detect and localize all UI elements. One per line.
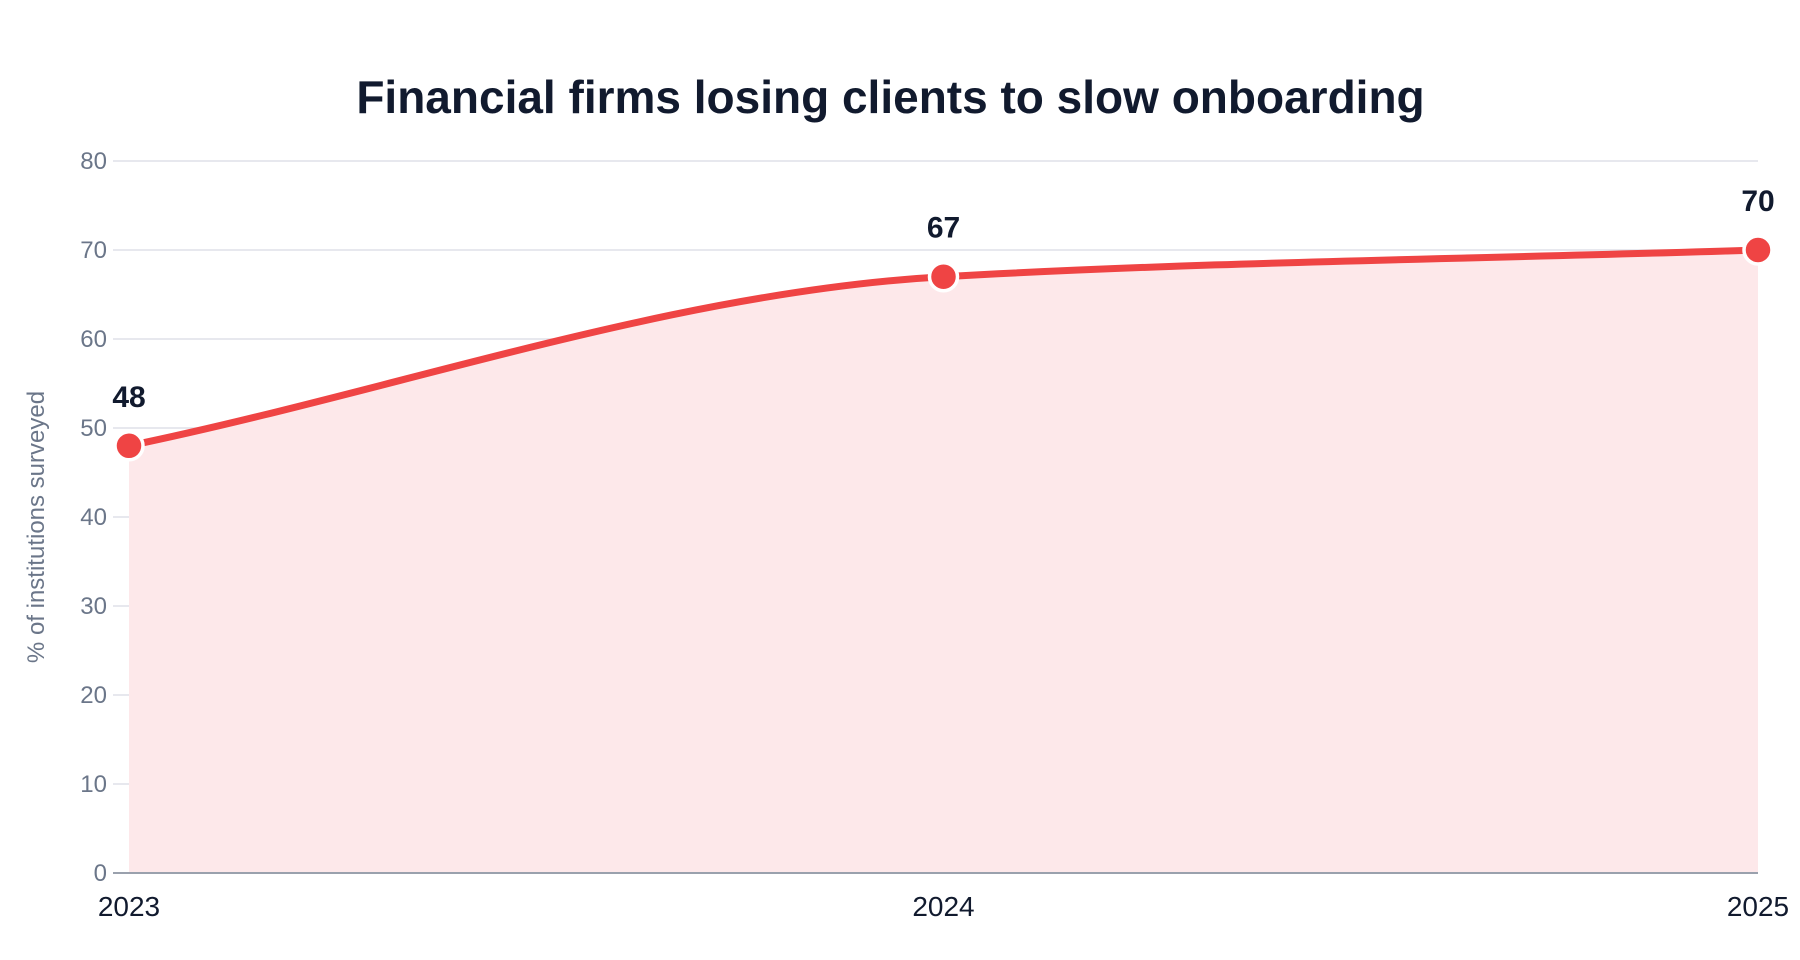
series-area <box>129 250 1758 873</box>
data-labels: 48 67 70 <box>112 185 1774 414</box>
area-fill-layer <box>129 250 1758 873</box>
data-point <box>113 430 145 462</box>
y-tick-label: 20 <box>80 682 107 709</box>
y-tick-label: 30 <box>80 593 107 620</box>
y-axis-label: % of institutions surveyed <box>23 391 50 663</box>
y-tick-label: 10 <box>80 771 107 798</box>
data-label: 70 <box>1741 185 1774 218</box>
y-tick-label: 50 <box>80 415 107 442</box>
data-label: 48 <box>112 381 145 414</box>
x-tick-label: 2024 <box>912 891 974 922</box>
y-tick-label: 70 <box>80 237 107 264</box>
x-tick-label: 2023 <box>98 891 160 922</box>
y-tick-label: 0 <box>94 860 107 887</box>
data-points <box>113 234 1774 462</box>
data-point <box>1742 234 1774 266</box>
data-point <box>927 260 960 293</box>
chart-title: Financial firms losing clients to slow o… <box>356 71 1425 123</box>
data-label: 67 <box>927 212 960 245</box>
x-tick-label: 2025 <box>1727 891 1789 922</box>
y-tick-label: 60 <box>80 326 107 353</box>
y-tick-label: 40 <box>80 504 107 531</box>
axes: 0 10 20 30 40 50 60 70 80 2023 2024 2025 <box>80 148 1789 922</box>
y-tick-label: 80 <box>80 148 107 175</box>
